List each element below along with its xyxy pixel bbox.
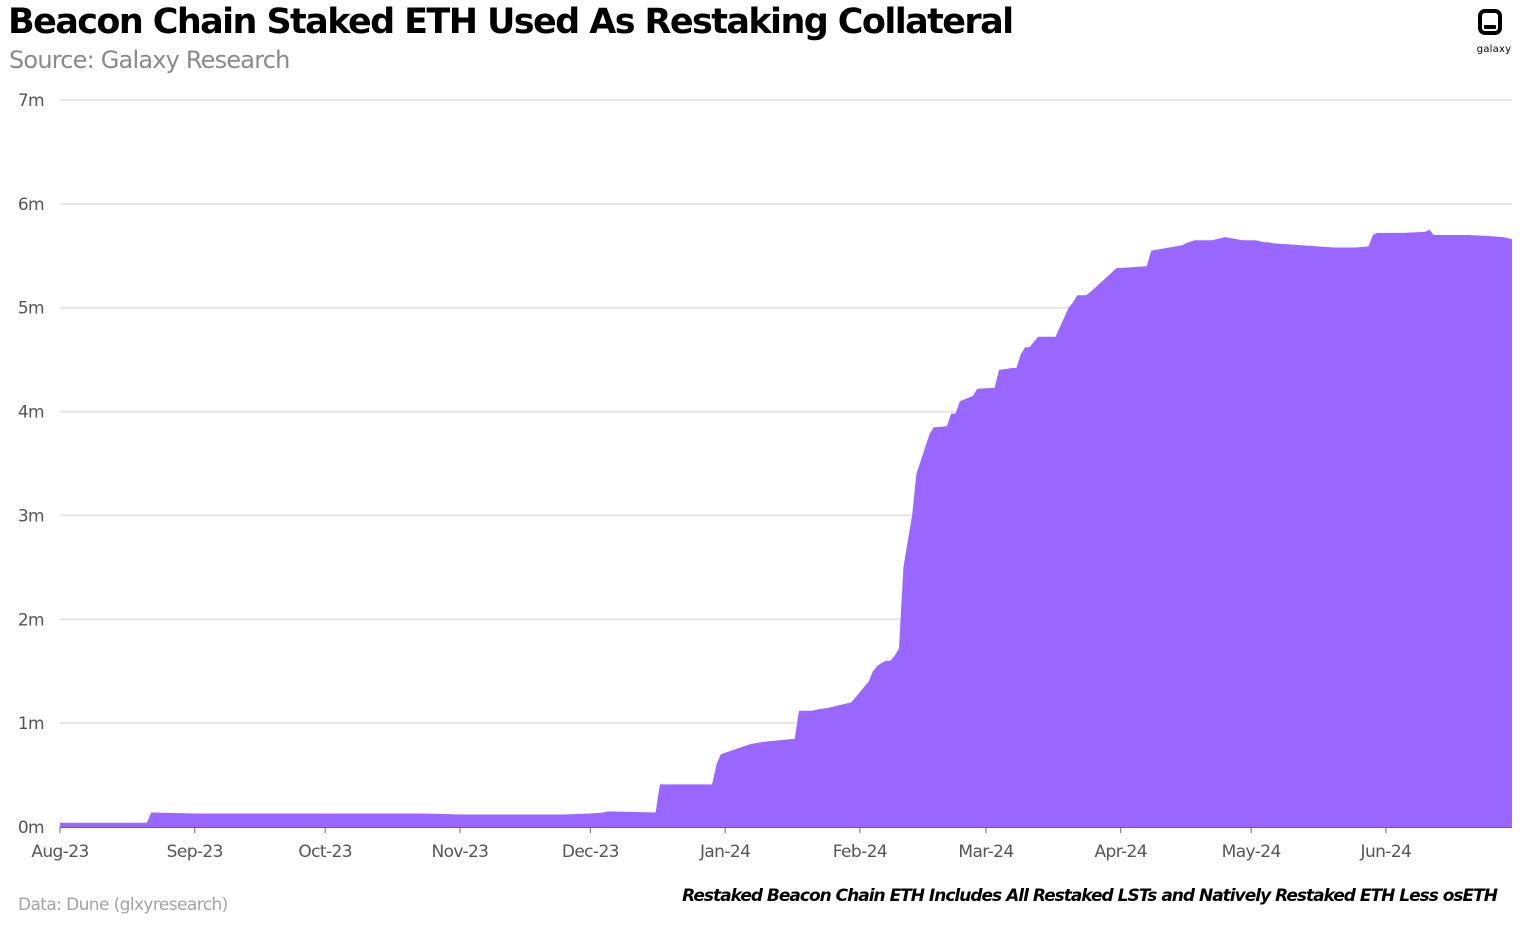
x-tick-label: Dec-23 bbox=[562, 842, 619, 862]
area-series bbox=[60, 229, 1512, 828]
y-tick-label: 2m bbox=[18, 610, 44, 630]
x-tick-label: Jan-24 bbox=[699, 842, 750, 862]
methodology-note: Restaked Beacon Chain ETH Includes All R… bbox=[682, 886, 1498, 906]
galaxy-logo: galaxy bbox=[1470, 8, 1518, 58]
chart-subtitle: Source: Galaxy Research bbox=[9, 46, 290, 74]
chart-title: Beacon Chain Staked ETH Used As Restakin… bbox=[8, 2, 1014, 42]
galaxy-logo-text: galaxy bbox=[1476, 44, 1512, 55]
y-tick-label: 1m bbox=[18, 714, 44, 734]
y-tick-label: 6m bbox=[18, 195, 44, 215]
y-tick-label: 4m bbox=[18, 403, 44, 423]
x-axis-ticks: Aug-23 Sep-23 Oct-23 Nov-23 Dec-23 Jan-24 Feb-… bbox=[31, 827, 1412, 862]
y-axis-ticks: 0m 1m 2m 3m 4m 5m 6m 7m bbox=[18, 91, 45, 838]
x-tick-label: May-24 bbox=[1222, 842, 1281, 862]
data-source-note: Data: Dune (glxyresearch) bbox=[18, 895, 228, 915]
restaked-eth-area bbox=[60, 229, 1512, 828]
galaxy-logo-icon bbox=[1478, 9, 1502, 35]
x-tick-label: Nov-23 bbox=[432, 842, 489, 862]
x-tick-label: Oct-23 bbox=[298, 842, 352, 862]
x-tick-label: Aug-23 bbox=[31, 842, 88, 862]
y-tick-label: 3m bbox=[18, 506, 44, 526]
x-tick-label: Feb-24 bbox=[833, 842, 887, 862]
y-tick-label: 5m bbox=[18, 299, 44, 319]
x-tick-label: Apr-24 bbox=[1094, 842, 1147, 862]
y-tick-label: 7m bbox=[18, 91, 44, 111]
y-tick-label: 0m bbox=[18, 818, 44, 838]
x-tick-label: Jun-24 bbox=[1360, 842, 1412, 862]
x-tick-label: Sep-23 bbox=[167, 842, 223, 862]
x-tick-label: Mar-24 bbox=[958, 842, 1013, 862]
